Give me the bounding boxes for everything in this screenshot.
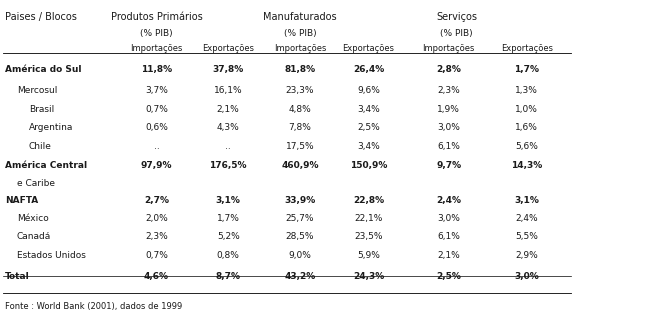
Text: 16,1%: 16,1% — [214, 86, 243, 95]
Text: Exportações: Exportações — [342, 44, 394, 53]
Text: 0,7%: 0,7% — [145, 105, 168, 114]
Text: 460,9%: 460,9% — [281, 161, 319, 170]
Text: 2,1%: 2,1% — [437, 251, 460, 260]
Text: Canadá: Canadá — [17, 232, 52, 241]
Text: 1,7%: 1,7% — [514, 65, 539, 74]
Text: e Caribe: e Caribe — [17, 179, 55, 188]
Text: Paises / Blocos: Paises / Blocos — [5, 12, 77, 22]
Text: ..: .. — [226, 142, 231, 151]
Text: 0,7%: 0,7% — [145, 251, 168, 260]
Text: 14,3%: 14,3% — [511, 161, 542, 170]
Text: Importações: Importações — [130, 44, 183, 53]
Text: 150,9%: 150,9% — [349, 161, 387, 170]
Text: 2,8%: 2,8% — [436, 65, 461, 74]
Text: 4,3%: 4,3% — [217, 123, 239, 132]
Text: 3,4%: 3,4% — [357, 105, 379, 114]
Text: 3,4%: 3,4% — [357, 142, 379, 151]
Text: 0,8%: 0,8% — [216, 251, 240, 260]
Text: Serviços: Serviços — [436, 12, 477, 22]
Text: 33,9%: 33,9% — [284, 196, 316, 205]
Text: Mercosul: Mercosul — [17, 86, 57, 95]
Text: Exportações: Exportações — [501, 44, 553, 53]
Text: 11,8%: 11,8% — [141, 65, 172, 74]
Text: 2,4%: 2,4% — [436, 196, 461, 205]
Text: 3,1%: 3,1% — [514, 196, 539, 205]
Text: 2,5%: 2,5% — [357, 123, 379, 132]
Text: 3,0%: 3,0% — [437, 123, 460, 132]
Text: 3,0%: 3,0% — [514, 272, 539, 281]
Text: 2,7%: 2,7% — [144, 196, 169, 205]
Text: 23,5%: 23,5% — [354, 232, 383, 241]
Text: 2,9%: 2,9% — [516, 251, 538, 260]
Text: Argentina: Argentina — [29, 123, 73, 132]
Text: 25,7%: 25,7% — [286, 214, 314, 223]
Text: 4,8%: 4,8% — [289, 105, 311, 114]
Text: 1,3%: 1,3% — [515, 86, 539, 95]
Text: 9,0%: 9,0% — [288, 251, 312, 260]
Text: América do Sul: América do Sul — [5, 65, 81, 74]
Text: 4,6%: 4,6% — [144, 272, 169, 281]
Text: (% PIB): (% PIB) — [140, 29, 173, 38]
Text: 1,7%: 1,7% — [216, 214, 240, 223]
Text: México: México — [17, 214, 49, 223]
Text: 176,5%: 176,5% — [209, 161, 247, 170]
Text: 26,4%: 26,4% — [353, 65, 384, 74]
Text: 2,4%: 2,4% — [516, 214, 538, 223]
Text: América Central: América Central — [5, 161, 87, 170]
Text: 2,5%: 2,5% — [436, 272, 461, 281]
Text: 5,6%: 5,6% — [515, 142, 539, 151]
Text: 1,9%: 1,9% — [437, 105, 460, 114]
Text: 17,5%: 17,5% — [286, 142, 314, 151]
Text: 6,1%: 6,1% — [437, 142, 460, 151]
Text: 37,8%: 37,8% — [213, 65, 244, 74]
Text: Brasil: Brasil — [29, 105, 54, 114]
Text: 2,3%: 2,3% — [145, 232, 168, 241]
Text: Exportações: Exportações — [202, 44, 254, 53]
Text: 7,8%: 7,8% — [288, 123, 312, 132]
Text: 43,2%: 43,2% — [284, 272, 316, 281]
Text: 5,2%: 5,2% — [217, 232, 239, 241]
Text: Chile: Chile — [29, 142, 52, 151]
Text: 97,9%: 97,9% — [141, 161, 172, 170]
Text: Fonte : World Bank (2001), dados de 1999: Fonte : World Bank (2001), dados de 1999 — [5, 302, 183, 310]
Text: (% PIB): (% PIB) — [284, 29, 316, 38]
Text: 8,7%: 8,7% — [216, 272, 241, 281]
Text: ..: .. — [154, 142, 159, 151]
Text: 3,0%: 3,0% — [437, 214, 460, 223]
Text: 2,3%: 2,3% — [437, 86, 460, 95]
Text: 9,7%: 9,7% — [436, 161, 461, 170]
Text: 9,6%: 9,6% — [357, 86, 380, 95]
Text: 1,6%: 1,6% — [515, 123, 539, 132]
Text: Manufaturados: Manufaturados — [263, 12, 336, 22]
Text: 3,7%: 3,7% — [145, 86, 168, 95]
Text: 1,0%: 1,0% — [515, 105, 539, 114]
Text: Estados Unidos: Estados Unidos — [17, 251, 86, 260]
Text: NAFTA: NAFTA — [5, 196, 38, 205]
Text: Importações: Importações — [274, 44, 326, 53]
Text: 22,1%: 22,1% — [354, 214, 383, 223]
Text: Total: Total — [5, 272, 30, 281]
Text: 5,9%: 5,9% — [357, 251, 380, 260]
Text: 2,1%: 2,1% — [217, 105, 239, 114]
Text: 28,5%: 28,5% — [286, 232, 314, 241]
Text: 81,8%: 81,8% — [284, 65, 316, 74]
Text: 24,3%: 24,3% — [353, 272, 384, 281]
Text: 6,1%: 6,1% — [437, 232, 460, 241]
Text: 3,1%: 3,1% — [216, 196, 241, 205]
Text: 2,0%: 2,0% — [145, 214, 168, 223]
Text: 22,8%: 22,8% — [353, 196, 384, 205]
Text: Importações: Importações — [422, 44, 475, 53]
Text: (% PIB): (% PIB) — [440, 29, 473, 38]
Text: 23,3%: 23,3% — [286, 86, 314, 95]
Text: Produtos Primários: Produtos Primários — [111, 12, 202, 22]
Text: 5,5%: 5,5% — [515, 232, 539, 241]
Text: 0,6%: 0,6% — [145, 123, 168, 132]
